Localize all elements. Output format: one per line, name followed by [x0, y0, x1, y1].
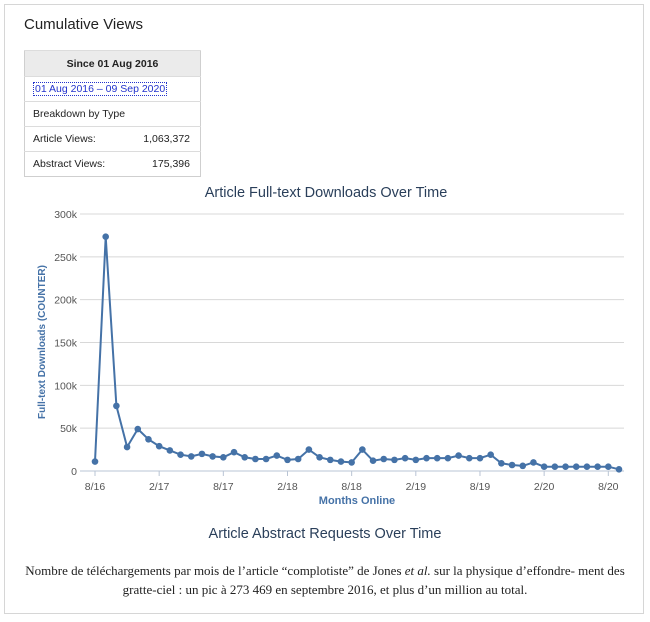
x-tick-label: 8/18	[341, 481, 362, 493]
y-tick-label: 100k	[54, 380, 78, 392]
data-point[interactable]	[209, 453, 216, 460]
caption-text-1: Nombre de téléchargements par mois de l’…	[25, 563, 405, 578]
article-views-label: Article Views:	[24, 126, 126, 152]
data-point[interactable]	[583, 463, 591, 471]
stats-row-abstract-views: Abstract Views: 175,396	[24, 151, 201, 177]
caption-text-2: sur la physique d’effondre- ment des gra…	[122, 563, 625, 597]
x-tick-label: 8/20	[598, 481, 619, 493]
data-point[interactable]	[540, 463, 548, 471]
abstract-views-label: Abstract Views:	[24, 151, 126, 177]
x-axis-ticks: 8/16 2/17 8/17 2/18 8/18 2/19 8/19 2/20 8/20	[85, 471, 619, 493]
y-tick-label: 50k	[60, 423, 78, 435]
data-point[interactable]	[401, 454, 409, 462]
data-point[interactable]	[91, 458, 99, 465]
data-point[interactable]	[177, 451, 184, 459]
data-point[interactable]	[102, 233, 109, 241]
data-point[interactable]	[241, 453, 249, 461]
x-tick-label: 8/17	[213, 481, 234, 493]
article-views-value: 1,063,372	[125, 126, 201, 152]
data-point[interactable]	[273, 452, 281, 459]
data-point[interactable]	[305, 446, 313, 453]
x-tick-label: 2/19	[406, 481, 427, 493]
data-point[interactable]	[187, 453, 195, 460]
data-point[interactable]	[145, 436, 152, 443]
data-points	[91, 233, 623, 473]
data-point[interactable]	[230, 448, 238, 456]
data-point[interactable]	[316, 453, 323, 461]
breakdown-label: Breakdown by Type	[24, 101, 201, 127]
data-point[interactable]	[423, 454, 430, 462]
data-point[interactable]	[369, 457, 377, 465]
y-tick-label: 0	[71, 466, 77, 478]
data-point[interactable]	[498, 459, 505, 467]
data-point[interactable]	[412, 456, 420, 464]
figure-caption: Nombre de téléchargements par mois de l’…	[12, 561, 638, 599]
y-tick-label: 300k	[54, 209, 78, 221]
stats-row-article-views: Article Views: 1,063,372	[24, 126, 201, 152]
data-point[interactable]	[155, 442, 163, 450]
data-point[interactable]	[594, 463, 601, 471]
x-axis-label: Months Online	[319, 495, 395, 507]
data-point[interactable]	[562, 463, 569, 471]
stats-range-cell: 01 Aug 2016 – 09 Sep 2020	[24, 76, 201, 102]
x-tick-label: 2/17	[149, 481, 170, 493]
downloads-chart: Article Full-text Downloads Over Time 0 5…	[37, 185, 624, 507]
y-tick-label: 200k	[54, 295, 78, 307]
data-point[interactable]	[252, 455, 259, 463]
data-point[interactable]	[198, 450, 206, 458]
data-point[interactable]	[455, 452, 462, 459]
caption-emphasis: et al.	[404, 563, 431, 578]
data-point[interactable]	[487, 451, 494, 459]
data-point[interactable]	[262, 455, 270, 463]
data-point[interactable]	[391, 456, 398, 464]
abstract-views-value: 175,396	[125, 151, 201, 177]
stats-header-row: Since 01 Aug 2016	[24, 50, 201, 77]
data-point[interactable]	[113, 402, 120, 410]
data-point[interactable]	[551, 463, 559, 471]
data-point[interactable]	[337, 458, 345, 465]
y-axis-label: Full-text Downloads (COUNTER)	[37, 265, 48, 419]
series-line	[94, 236, 620, 471]
data-point[interactable]	[123, 443, 131, 451]
data-point[interactable]	[134, 425, 142, 433]
data-point[interactable]	[530, 459, 537, 466]
data-point[interactable]	[294, 455, 302, 463]
data-point[interactable]	[220, 453, 227, 461]
data-point[interactable]	[444, 454, 452, 462]
data-point[interactable]	[519, 462, 527, 470]
x-tick-label: 8/19	[470, 481, 491, 493]
data-point[interactable]	[465, 454, 473, 462]
data-point[interactable]	[380, 455, 388, 463]
chart-gridlines	[80, 213, 624, 429]
stats-range-row: 01 Aug 2016 – 09 Sep 2020	[24, 76, 201, 102]
data-point[interactable]	[572, 463, 580, 471]
cumulative-views-table: Since 01 Aug 2016 01 Aug 2016 – 09 Sep 2…	[24, 50, 201, 177]
stats-breakdown-row: Breakdown by Type	[24, 101, 201, 127]
data-point[interactable]	[605, 463, 612, 471]
data-point[interactable]	[284, 456, 291, 464]
data-point[interactable]	[166, 447, 174, 454]
y-axis-ticks: 0 50k 100k 150k 200k 250k 300k	[54, 209, 78, 478]
y-tick-label: 150k	[54, 338, 78, 350]
abstract-chart-title: Article Abstract Requests Over Time	[208, 526, 442, 542]
data-point[interactable]	[615, 465, 623, 473]
data-point[interactable]	[326, 456, 334, 464]
stats-header: Since 01 Aug 2016	[24, 50, 201, 77]
x-tick-label: 2/20	[534, 481, 555, 493]
x-tick-label: 2/18	[277, 481, 298, 493]
data-point[interactable]	[433, 454, 441, 462]
data-point[interactable]	[348, 459, 355, 466]
x-tick-label: 8/16	[85, 481, 106, 493]
y-tick-label: 250k	[54, 252, 78, 264]
date-range-link[interactable]: 01 Aug 2016 – 09 Sep 2020	[33, 82, 168, 96]
data-point[interactable]	[508, 461, 516, 469]
chart-title: Article Full-text Downloads Over Time	[205, 185, 448, 201]
page-title: Cumulative Views	[24, 16, 143, 33]
data-point[interactable]	[476, 454, 484, 462]
data-point[interactable]	[359, 446, 366, 453]
